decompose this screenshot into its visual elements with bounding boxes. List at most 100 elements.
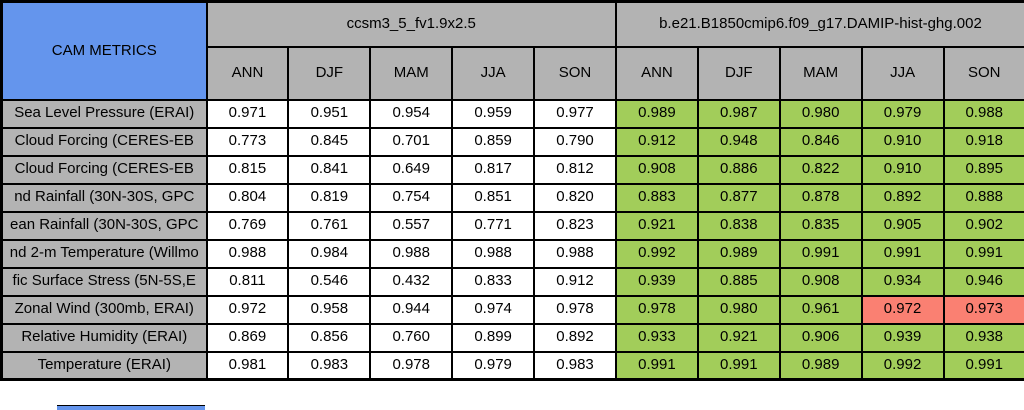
season-header-m2-djf: DJF — [696, 45, 781, 101]
metric-cell: 0.908 — [778, 266, 863, 297]
table-row: nd Rainfall (30N-30S, GPC 0.804 0.819 0.754… — [0, 182, 1024, 213]
metric-cell: 0.939 — [614, 266, 699, 297]
metric-cell: 0.991 — [860, 238, 945, 269]
metric-cell: 0.546 — [287, 266, 372, 297]
metric-cell: 0.892 — [533, 322, 617, 353]
metric-cell: 0.948 — [696, 126, 781, 157]
metric-cell: 0.886 — [696, 154, 781, 185]
metric-cell: 0.761 — [287, 210, 372, 241]
metric-cell: 0.983 — [287, 350, 372, 381]
metric-cell: 0.991 — [696, 350, 781, 381]
metric-cell: 0.992 — [860, 350, 945, 381]
metric-cell: 0.984 — [287, 238, 372, 269]
metric-cell: 0.878 — [778, 182, 863, 213]
metric-cell: 0.823 — [533, 210, 617, 241]
season-header-m1-djf: DJF — [287, 45, 372, 101]
metric-cell: 0.988 — [451, 238, 536, 269]
metric-cell: 0.992 — [614, 238, 699, 269]
metric-cell: 0.991 — [942, 238, 1024, 269]
metric-cell: 0.851 — [451, 182, 536, 213]
metric-cell: 0.991 — [614, 350, 699, 381]
metric-cell: 0.769 — [205, 210, 290, 241]
metric-cell: 0.812 — [533, 154, 617, 185]
table-row: Relative Humidity (ERAI) 0.869 0.856 0.760 0… — [0, 322, 1024, 353]
season-header-m2-son: SON — [942, 45, 1024, 101]
table-row: Sea Level Pressure (ERAI) 0.971 0.951 0.954… — [0, 98, 1024, 129]
metric-cell: 0.944 — [369, 294, 454, 325]
metric-cell: 0.980 — [778, 98, 863, 129]
model-2-header: b.e21.B1850cmip6.f09_g17.DAMIP-hist-ghg.… — [614, 0, 1024, 48]
metric-cell: 0.978 — [533, 294, 617, 325]
metric-cell: 0.983 — [533, 350, 617, 381]
row-label: nd Rainfall (30N-30S, GPC — [0, 182, 208, 213]
metric-cell: 0.988 — [369, 238, 454, 269]
metric-cell: 0.859 — [451, 126, 536, 157]
table-row: Cloud Forcing (CERES-EB 0.773 0.845 0.701 0.… — [0, 126, 1024, 157]
metric-cell: 0.912 — [533, 266, 617, 297]
row-label: fic Surface Stress (5N-5S,E — [0, 266, 208, 297]
metric-cell: 0.939 — [860, 322, 945, 353]
metric-cell: 0.819 — [287, 182, 372, 213]
table-row: ean Rainfall (30N-30S, GPC 0.769 0.761 0.55… — [0, 210, 1024, 241]
season-header-m2-jja: JJA — [860, 45, 945, 101]
row-label: ean Rainfall (30N-30S, GPC — [0, 210, 208, 241]
table-header: CAM METRICS ccsm3_5_fv1.9x2.5 b.e21.B185… — [0, 0, 1024, 101]
metric-cell: 0.838 — [696, 210, 781, 241]
metric-cell: 0.972 — [205, 294, 290, 325]
metric-cell: 0.972 — [860, 294, 945, 325]
metric-cell: 0.906 — [778, 322, 863, 353]
metric-cell: 0.790 — [533, 126, 617, 157]
metric-cell: 0.973 — [942, 294, 1024, 325]
metric-cell: 0.933 — [614, 322, 699, 353]
metric-cell: 0.856 — [287, 322, 372, 353]
metric-cell: 0.869 — [205, 322, 290, 353]
metric-cell: 0.902 — [942, 210, 1024, 241]
table-row: Zonal Wind (300mb, ERAI) 0.972 0.958 0.944 0… — [0, 294, 1024, 325]
table-row: nd 2-m Temperature (Willmo 0.988 0.984 0.98… — [0, 238, 1024, 269]
metric-cell: 0.885 — [696, 266, 781, 297]
metric-cell: 0.432 — [369, 266, 454, 297]
metric-cell: 0.989 — [614, 98, 699, 129]
model-1-header: ccsm3_5_fv1.9x2.5 — [205, 0, 617, 48]
metric-cell: 0.971 — [205, 98, 290, 129]
cam-metrics-table: CAM METRICS ccsm3_5_fv1.9x2.5 b.e21.B185… — [0, 0, 1024, 381]
metric-cell: 0.978 — [369, 350, 454, 381]
metric-cell: 0.981 — [205, 350, 290, 381]
row-label: Zonal Wind (300mb, ERAI) — [0, 294, 208, 325]
metric-cell: 0.883 — [614, 182, 699, 213]
row-label: Sea Level Pressure (ERAI) — [0, 98, 208, 129]
metric-cell: 0.811 — [205, 266, 290, 297]
metric-cell: 0.760 — [369, 322, 454, 353]
metric-cell: 0.979 — [451, 350, 536, 381]
season-header-m2-ann: ANN — [614, 45, 699, 101]
metric-cell: 0.895 — [942, 154, 1024, 185]
metric-cell: 0.938 — [942, 322, 1024, 353]
metric-cell: 0.991 — [942, 350, 1024, 381]
metric-cell: 0.701 — [369, 126, 454, 157]
model-header-row: CAM METRICS ccsm3_5_fv1.9x2.5 b.e21.B185… — [0, 0, 1024, 101]
table-row: fic Surface Stress (5N-5S,E 0.811 0.546 0.4… — [0, 266, 1024, 297]
metric-cell: 0.815 — [205, 154, 290, 185]
metric-cell: 0.905 — [860, 210, 945, 241]
metric-cell: 0.888 — [942, 182, 1024, 213]
metric-cell: 0.910 — [860, 126, 945, 157]
season-header-row: ANN DJF MAM JJA SON ANN DJF MAM JJA SON — [2, 45, 1024, 101]
metric-cell: 0.918 — [942, 126, 1024, 157]
season-header-m1-son: SON — [533, 45, 617, 101]
metric-cell: 0.946 — [942, 266, 1024, 297]
metric-cell: 0.987 — [696, 98, 781, 129]
row-label: nd 2-m Temperature (Willmo — [0, 238, 208, 269]
metric-cell: 0.921 — [614, 210, 699, 241]
next-section-header-peek — [57, 405, 205, 410]
table-row: Temperature (ERAI) 0.981 0.983 0.978 0.979 0.… — [0, 350, 1024, 381]
metrics-tbody: Sea Level Pressure (ERAI) 0.971 0.951 0.954… — [0, 98, 1024, 381]
metric-cell: 0.951 — [287, 98, 372, 129]
metric-cell: 0.771 — [451, 210, 536, 241]
metric-cell: 0.974 — [451, 294, 536, 325]
row-label: Relative Humidity (ERAI) — [0, 322, 208, 353]
metric-cell: 0.989 — [778, 350, 863, 381]
row-label: Cloud Forcing (CERES-EB — [0, 126, 208, 157]
metric-cell: 0.820 — [533, 182, 617, 213]
metric-cell: 0.833 — [451, 266, 536, 297]
metric-cell: 0.991 — [778, 238, 863, 269]
